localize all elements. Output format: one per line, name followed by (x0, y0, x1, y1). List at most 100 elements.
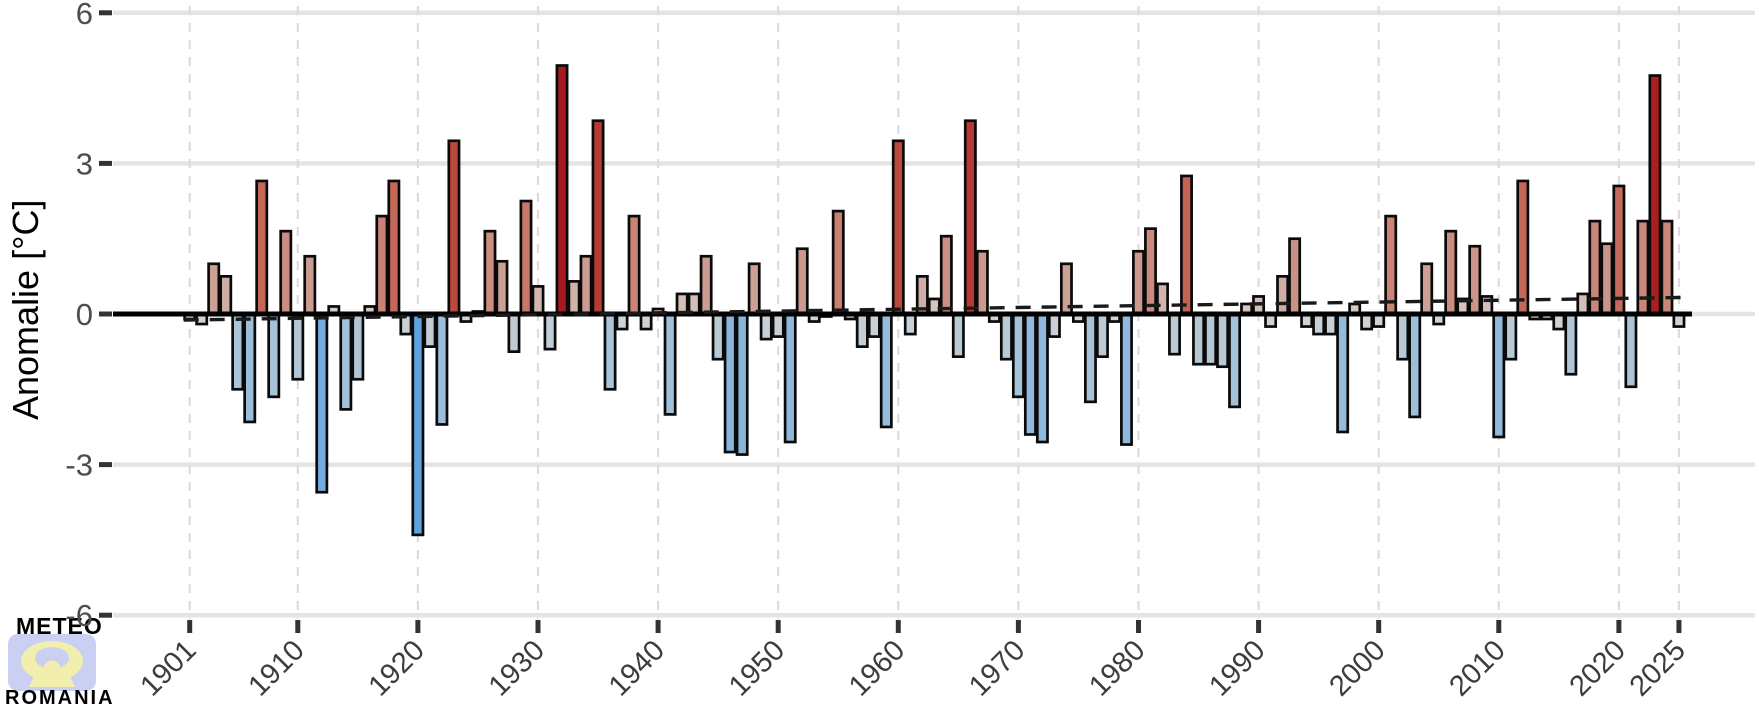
bar-1936 (603, 312, 617, 391)
bar-1923 (447, 139, 461, 316)
bar-1934 (579, 254, 593, 316)
bar-1941 (663, 312, 677, 416)
bar-1997 (1336, 312, 1350, 434)
bar-1915 (351, 312, 365, 381)
bar-1992 (1276, 275, 1290, 316)
bar-1904 (219, 275, 233, 316)
x-tick-label-1910: 1910 (242, 634, 310, 702)
bar-2011 (1504, 312, 1518, 361)
bar-1971 (1023, 312, 1037, 436)
bar-1957 (855, 312, 869, 348)
bar-1985 (1192, 312, 1205, 366)
bar-1952 (795, 247, 809, 316)
bar-1928 (507, 312, 521, 354)
x-tick-label-2000: 2000 (1323, 634, 1391, 702)
bar-1926 (483, 229, 497, 316)
bar-1929 (519, 199, 533, 316)
bar-1967 (975, 249, 989, 316)
bar-1986 (1204, 312, 1217, 366)
x-tick-label-2010: 2010 (1443, 634, 1511, 702)
bar-1911 (303, 254, 317, 316)
bar-1977 (1096, 312, 1109, 359)
bar-1964 (939, 234, 953, 316)
bar-1945 (711, 312, 725, 361)
bar-1950 (771, 312, 785, 338)
bar-1982 (1156, 282, 1169, 316)
bar-1914 (339, 312, 353, 411)
bar-1910 (291, 312, 305, 381)
bar-1959 (879, 312, 893, 429)
logo-base (29, 673, 75, 687)
bar-1961 (903, 312, 917, 336)
bar-1984 (1180, 174, 1193, 316)
x-tick-label-1970: 1970 (963, 634, 1031, 702)
bar-1909 (279, 229, 293, 316)
bar-1927 (495, 259, 509, 316)
bar-2024 (1660, 219, 1674, 316)
logo-omega-inner (35, 647, 69, 669)
bar-2023 (1648, 74, 1662, 316)
logo-romania-text: ROMANIA (5, 687, 115, 705)
bar-2016 (1564, 312, 1578, 376)
bar-layer (113, 64, 1692, 537)
bar-1987 (1216, 312, 1230, 369)
bar-1965 (951, 312, 965, 359)
bar-1903 (207, 262, 221, 316)
bar-2004 (1420, 262, 1434, 316)
y-axis-title: Anomalie [°C] (5, 200, 46, 420)
bar-1920 (411, 312, 425, 537)
axis-layer: -6 -3 0 3 6 1901 1910 1920 1930 1940 1950 1960 1970 1… (65, 0, 1691, 703)
bar-2008 (1468, 244, 1482, 316)
bar-2020 (1612, 184, 1626, 316)
bar-1948 (747, 262, 761, 316)
y-tick-label--3: -3 (65, 448, 93, 483)
bar-2022 (1636, 219, 1650, 316)
x-tick-label-1930: 1930 (483, 634, 551, 702)
bar-1955 (831, 209, 845, 316)
bar-2002 (1396, 312, 1410, 361)
logo-sun-icon (43, 660, 61, 678)
x-tick-label-1940: 1940 (603, 634, 671, 702)
x-tick-label-2025: 2025 (1624, 634, 1692, 702)
bar-1993 (1288, 237, 1302, 316)
bar-2006 (1444, 229, 1458, 316)
bar-2021 (1624, 312, 1638, 389)
bar-1970 (1011, 312, 1025, 399)
bar-1958 (867, 312, 881, 338)
bar-1938 (627, 214, 641, 316)
bar-1979 (1120, 312, 1133, 446)
bar-1973 (1047, 312, 1061, 338)
bar-1906 (243, 312, 257, 424)
bar-1949 (759, 312, 773, 341)
bar-1983 (1168, 312, 1181, 356)
bar-1912 (315, 312, 329, 494)
bar-2019 (1600, 242, 1614, 316)
bar-1981 (1144, 227, 1157, 316)
bar-1921 (423, 312, 437, 348)
bar-1908 (267, 312, 281, 399)
bar-2012 (1516, 179, 1530, 316)
trend-line (183, 295, 1685, 322)
y-tick-label-0: 0 (76, 297, 93, 332)
bar-2003 (1408, 312, 1422, 419)
bar-1917 (375, 214, 389, 316)
x-tick-label-1980: 1980 (1083, 634, 1151, 702)
bar-1946 (723, 312, 737, 454)
bar-1980 (1132, 249, 1145, 316)
bar-1951 (783, 312, 797, 444)
bar-1922 (435, 312, 449, 426)
bar-1932 (555, 64, 569, 316)
x-tick-label-1950: 1950 (723, 634, 791, 702)
bar-2017 (1576, 292, 1590, 316)
y-tick-label-3: 3 (76, 146, 93, 181)
x-tick-label-1990: 1990 (1203, 634, 1271, 702)
x-tick-label-2020: 2020 (1564, 634, 1632, 702)
x-tick-label-1920: 1920 (363, 634, 431, 702)
bar-1972 (1035, 312, 1049, 444)
bar-2010 (1492, 312, 1506, 439)
x-tick-label-1901: 1901 (134, 634, 202, 702)
bar-1905 (231, 312, 245, 391)
bar-1988 (1228, 312, 1242, 409)
